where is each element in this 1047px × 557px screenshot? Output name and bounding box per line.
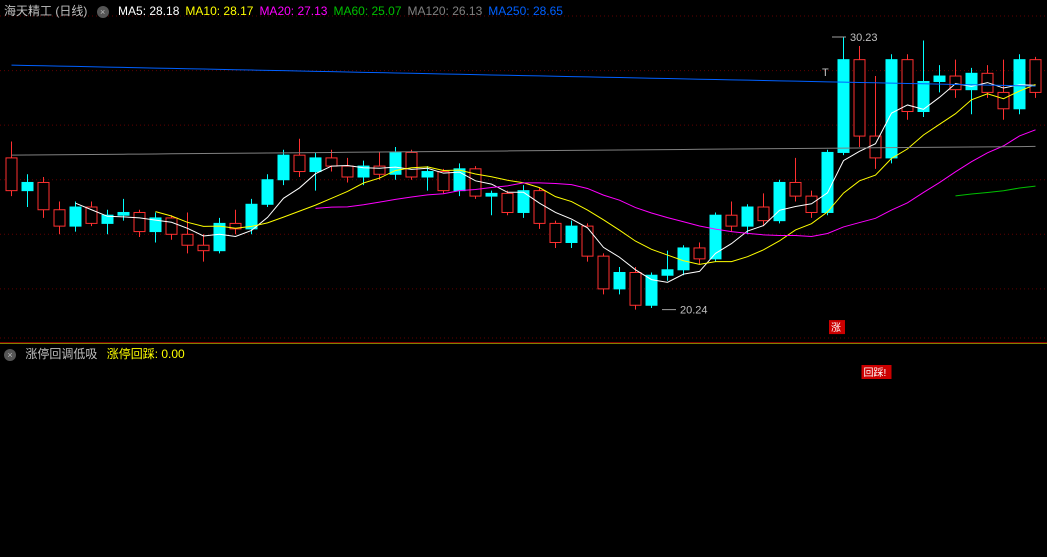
sub-indicator-label: 涨停回踩: 0.00	[107, 347, 185, 361]
main-chart-panel[interactable]: 海天精工 (日线) × MA5: 28.18 MA10: 28.17 MA20: 2…	[0, 0, 1047, 342]
svg-text:20.24: 20.24	[680, 305, 708, 317]
stock-title: 海天精工 (日线)	[4, 4, 87, 18]
ma-label-ma10: MA10: 28.17	[185, 4, 253, 18]
sub-title: 涨停回调低吸	[25, 347, 97, 361]
close-icon[interactable]: ×	[4, 349, 16, 361]
indicator-chart[interactable]: 回踩!	[0, 343, 1047, 557]
ma-label-ma250: MA250: 28.65	[488, 4, 563, 18]
ma-legend: MA5: 28.18 MA10: 28.17 MA20: 27.13 MA60: 25…	[118, 4, 569, 18]
ma-label-ma120: MA120: 26.13	[408, 4, 483, 18]
sub-header: × 涨停回调低吸 涨停回踩: 0.00	[4, 345, 191, 362]
candlestick-chart[interactable]: 30.23 20.24 T 涨	[0, 0, 1047, 342]
ma-label-ma20: MA20: 27.13	[259, 4, 327, 18]
svg-text:T: T	[822, 67, 829, 79]
ma-label-ma60: MA60: 25.07	[333, 4, 401, 18]
svg-text:回踩!: 回踩!	[864, 367, 887, 379]
main-header: 海天精工 (日线) × MA5: 28.18 MA10: 28.17 MA20: 2…	[4, 2, 575, 19]
svg-text:30.23: 30.23	[850, 32, 878, 44]
close-icon[interactable]: ×	[97, 6, 109, 18]
ma-label-ma5: MA5: 28.18	[118, 4, 179, 18]
svg-text:涨: 涨	[831, 322, 841, 334]
sub-indicator-panel[interactable]: × 涨停回调低吸 涨停回踩: 0.00 回踩!	[0, 342, 1047, 557]
